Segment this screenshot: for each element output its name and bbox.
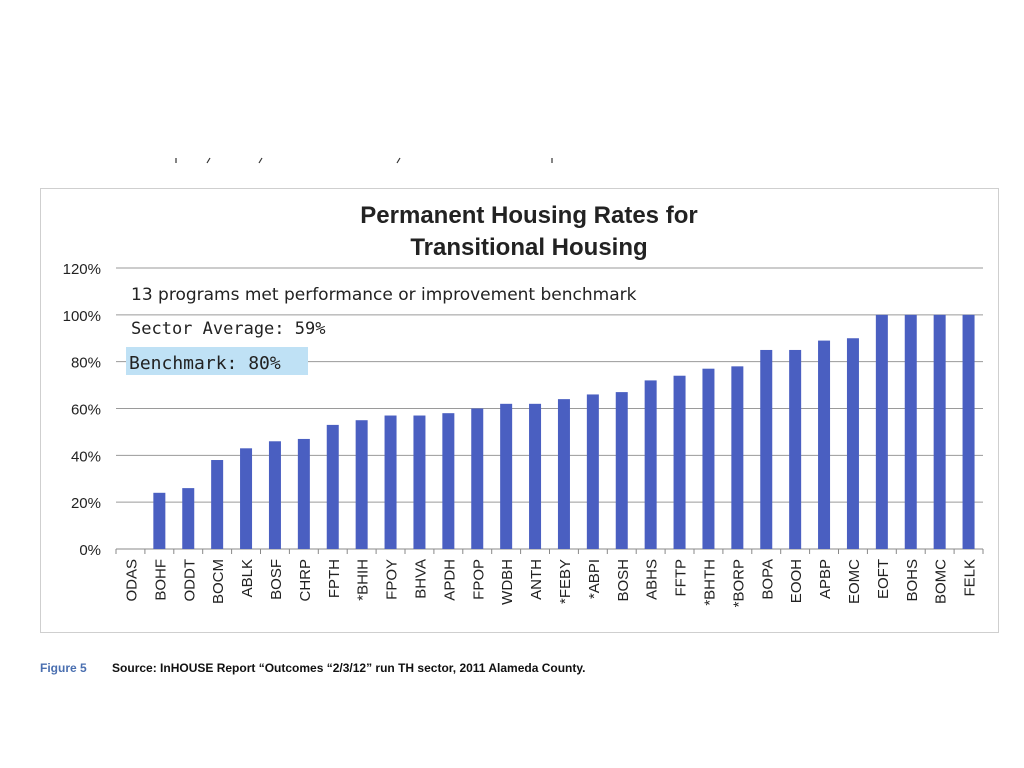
x-category-label: BOHF: [152, 559, 169, 601]
bar-star-borp: [731, 366, 744, 549]
x-category-label: ODAS: [123, 559, 140, 602]
x-category-label: *BHIH: [355, 559, 372, 601]
bar-bhva: [413, 415, 426, 549]
bar-fftp: [673, 375, 686, 549]
bar-abhs: [644, 380, 657, 549]
decorative-tick-marks: [175, 157, 553, 164]
bar-bopa: [760, 349, 773, 549]
x-category-label: ABHS: [644, 559, 661, 600]
y-tick-label: 0%: [79, 542, 101, 559]
x-category-label: BOMC: [933, 559, 950, 604]
bar-anth: [529, 403, 542, 549]
x-category-label: FPTH: [326, 559, 343, 598]
x-category-label: CHRP: [297, 559, 314, 602]
x-category-label: FELK: [962, 559, 979, 597]
bar-bocm: [211, 460, 224, 549]
y-tick-label: 120%: [63, 261, 101, 278]
bar-star-bhih: [355, 420, 368, 549]
x-category-label: WDBH: [499, 559, 516, 605]
bar-star-bhth: [702, 368, 715, 549]
x-category-label: FPOY: [384, 559, 401, 600]
x-category-label: APBP: [817, 559, 834, 599]
chart-title-line1: Permanent Housing Rates for: [360, 202, 697, 229]
x-category-label: FFTP: [673, 559, 690, 597]
sector-average-annotation: Sector Average: 59%: [131, 319, 325, 339]
bar-eooh: [789, 349, 802, 549]
figure-source: Source: InHOUSE Report “Outcomes “2/3/12…: [112, 661, 586, 675]
bar-bosh: [615, 392, 628, 549]
x-category-label: ODDT: [181, 559, 198, 602]
bar-fpth: [326, 424, 339, 549]
x-category-label: *FEBY: [557, 559, 574, 604]
bar-felk: [962, 314, 975, 549]
x-category-label: BOCM: [210, 559, 227, 604]
x-category-label: *ABPI: [586, 559, 603, 599]
chart-title-line2: Transitional Housing: [410, 234, 647, 261]
bar-bohf: [153, 492, 166, 549]
bar-star-feby: [557, 399, 570, 549]
y-tick-label: 20%: [71, 495, 101, 512]
x-category-label: *BORP: [730, 559, 747, 607]
bar-wdbh: [500, 403, 513, 549]
bar-eoft: [875, 314, 888, 549]
benchmark-annotation: Benchmark: 80%: [129, 353, 281, 374]
bar-eomc: [846, 338, 859, 549]
x-category-label: FPOP: [470, 559, 487, 600]
y-tick-label: 80%: [71, 355, 101, 372]
figure-caption: Figure 5 Source: InHOUSE Report “Outcome…: [40, 661, 586, 675]
figure-label: Figure 5: [40, 661, 87, 675]
bar-fpoy: [384, 415, 397, 549]
bar-bomc: [933, 314, 946, 549]
x-category-label: EOOH: [788, 559, 805, 603]
bar-apbp: [818, 340, 831, 549]
bar-apdh: [442, 413, 455, 549]
y-tick-label: 100%: [63, 308, 101, 325]
x-category-label: BOSF: [268, 559, 285, 600]
bar-bosf: [268, 441, 281, 549]
x-category-label: EOMC: [846, 559, 863, 604]
y-tick-label: 60%: [71, 402, 101, 419]
x-category-label: EOFT: [875, 559, 892, 599]
x-category-label: BOSH: [615, 559, 632, 602]
bar-oddt: [182, 488, 195, 549]
bar-bohs: [904, 314, 917, 549]
bar-star-abpi: [586, 394, 599, 549]
x-category-label: BOHS: [904, 559, 921, 602]
y-tick-label: 40%: [71, 448, 101, 465]
x-category-label: *BHTH: [701, 559, 718, 606]
bar-chart: Permanent Housing Rates for Transitional…: [63, 202, 984, 607]
x-category-label: ABLK: [239, 559, 256, 597]
bar-fpop: [471, 408, 484, 549]
x-category-label: BHVA: [412, 559, 429, 599]
x-category-label: APDH: [441, 559, 458, 601]
chart-container: Permanent Housing Rates for Transitional…: [40, 188, 999, 633]
programs-met-annotation: 13 programs met performance or improveme…: [131, 285, 637, 305]
x-category-label: ANTH: [528, 559, 545, 600]
bar-chrp: [297, 438, 310, 549]
x-category-label: BOPA: [759, 559, 776, 600]
bar-ablk: [240, 448, 253, 549]
benchmark-highlight: [126, 347, 308, 375]
